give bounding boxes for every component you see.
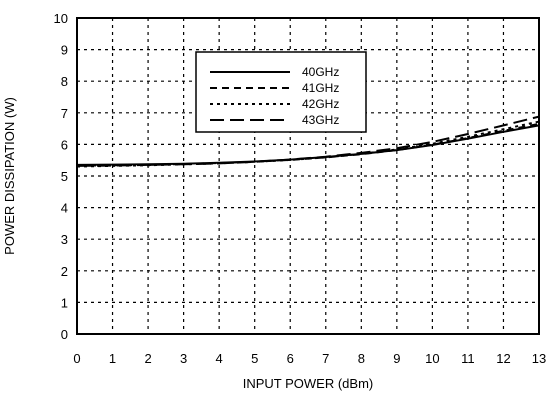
plot-frame [76,17,540,335]
y-axis-label: POWER DISSIPATION (W) [2,97,17,255]
y-tick-label: 3 [61,232,68,247]
x-tick-label: 12 [496,351,510,366]
x-tick-label: 5 [251,351,258,366]
x-tick-label: 10 [425,351,439,366]
legend-label-43GHz: 43GHz [302,113,339,127]
x-tick-label: 0 [73,351,80,366]
x-tick-label: 2 [144,351,151,366]
x-tick-label: 3 [180,351,187,366]
y-tick-label: 0 [61,327,68,342]
y-tick-label: 2 [61,264,68,279]
legend-label-41GHz: 41GHz [302,81,339,95]
x-tick-label: 13 [532,351,546,366]
legend-label-42GHz: 42GHz [302,97,339,111]
y-tick-label: 10 [54,11,68,26]
x-tick-label: 1 [109,351,116,366]
x-tick-label: 8 [358,351,365,366]
y-tick-label: 9 [61,43,68,58]
x-tick-labels: 0 1 2 3 4 5 6 7 8 9 10 11 12 13 [73,351,546,366]
grid [77,18,539,334]
y-tick-label: 7 [61,106,68,121]
y-tick-label: 1 [61,295,68,310]
y-tick-label: 5 [61,169,68,184]
x-tick-label: 11 [461,351,475,366]
x-axis-label: INPUT POWER (dBm) [243,376,374,391]
legend: 40GHz 41GHz 42GHz 43GHz [195,51,367,133]
x-tick-label: 7 [322,351,329,366]
series-lines [76,115,540,168]
legend-box [195,51,367,133]
y-tick-labels: 0 1 2 3 4 5 6 7 8 9 10 [54,11,68,342]
y-tick-label: 4 [61,201,68,216]
series-line-43GHz [76,115,540,167]
x-tick-label: 6 [287,351,294,366]
y-tick-label: 8 [61,74,68,89]
x-tick-label: 4 [216,351,223,366]
legend-label-40GHz: 40GHz [302,65,339,79]
y-tick-label: 6 [61,137,68,152]
x-tick-label: 9 [393,351,400,366]
